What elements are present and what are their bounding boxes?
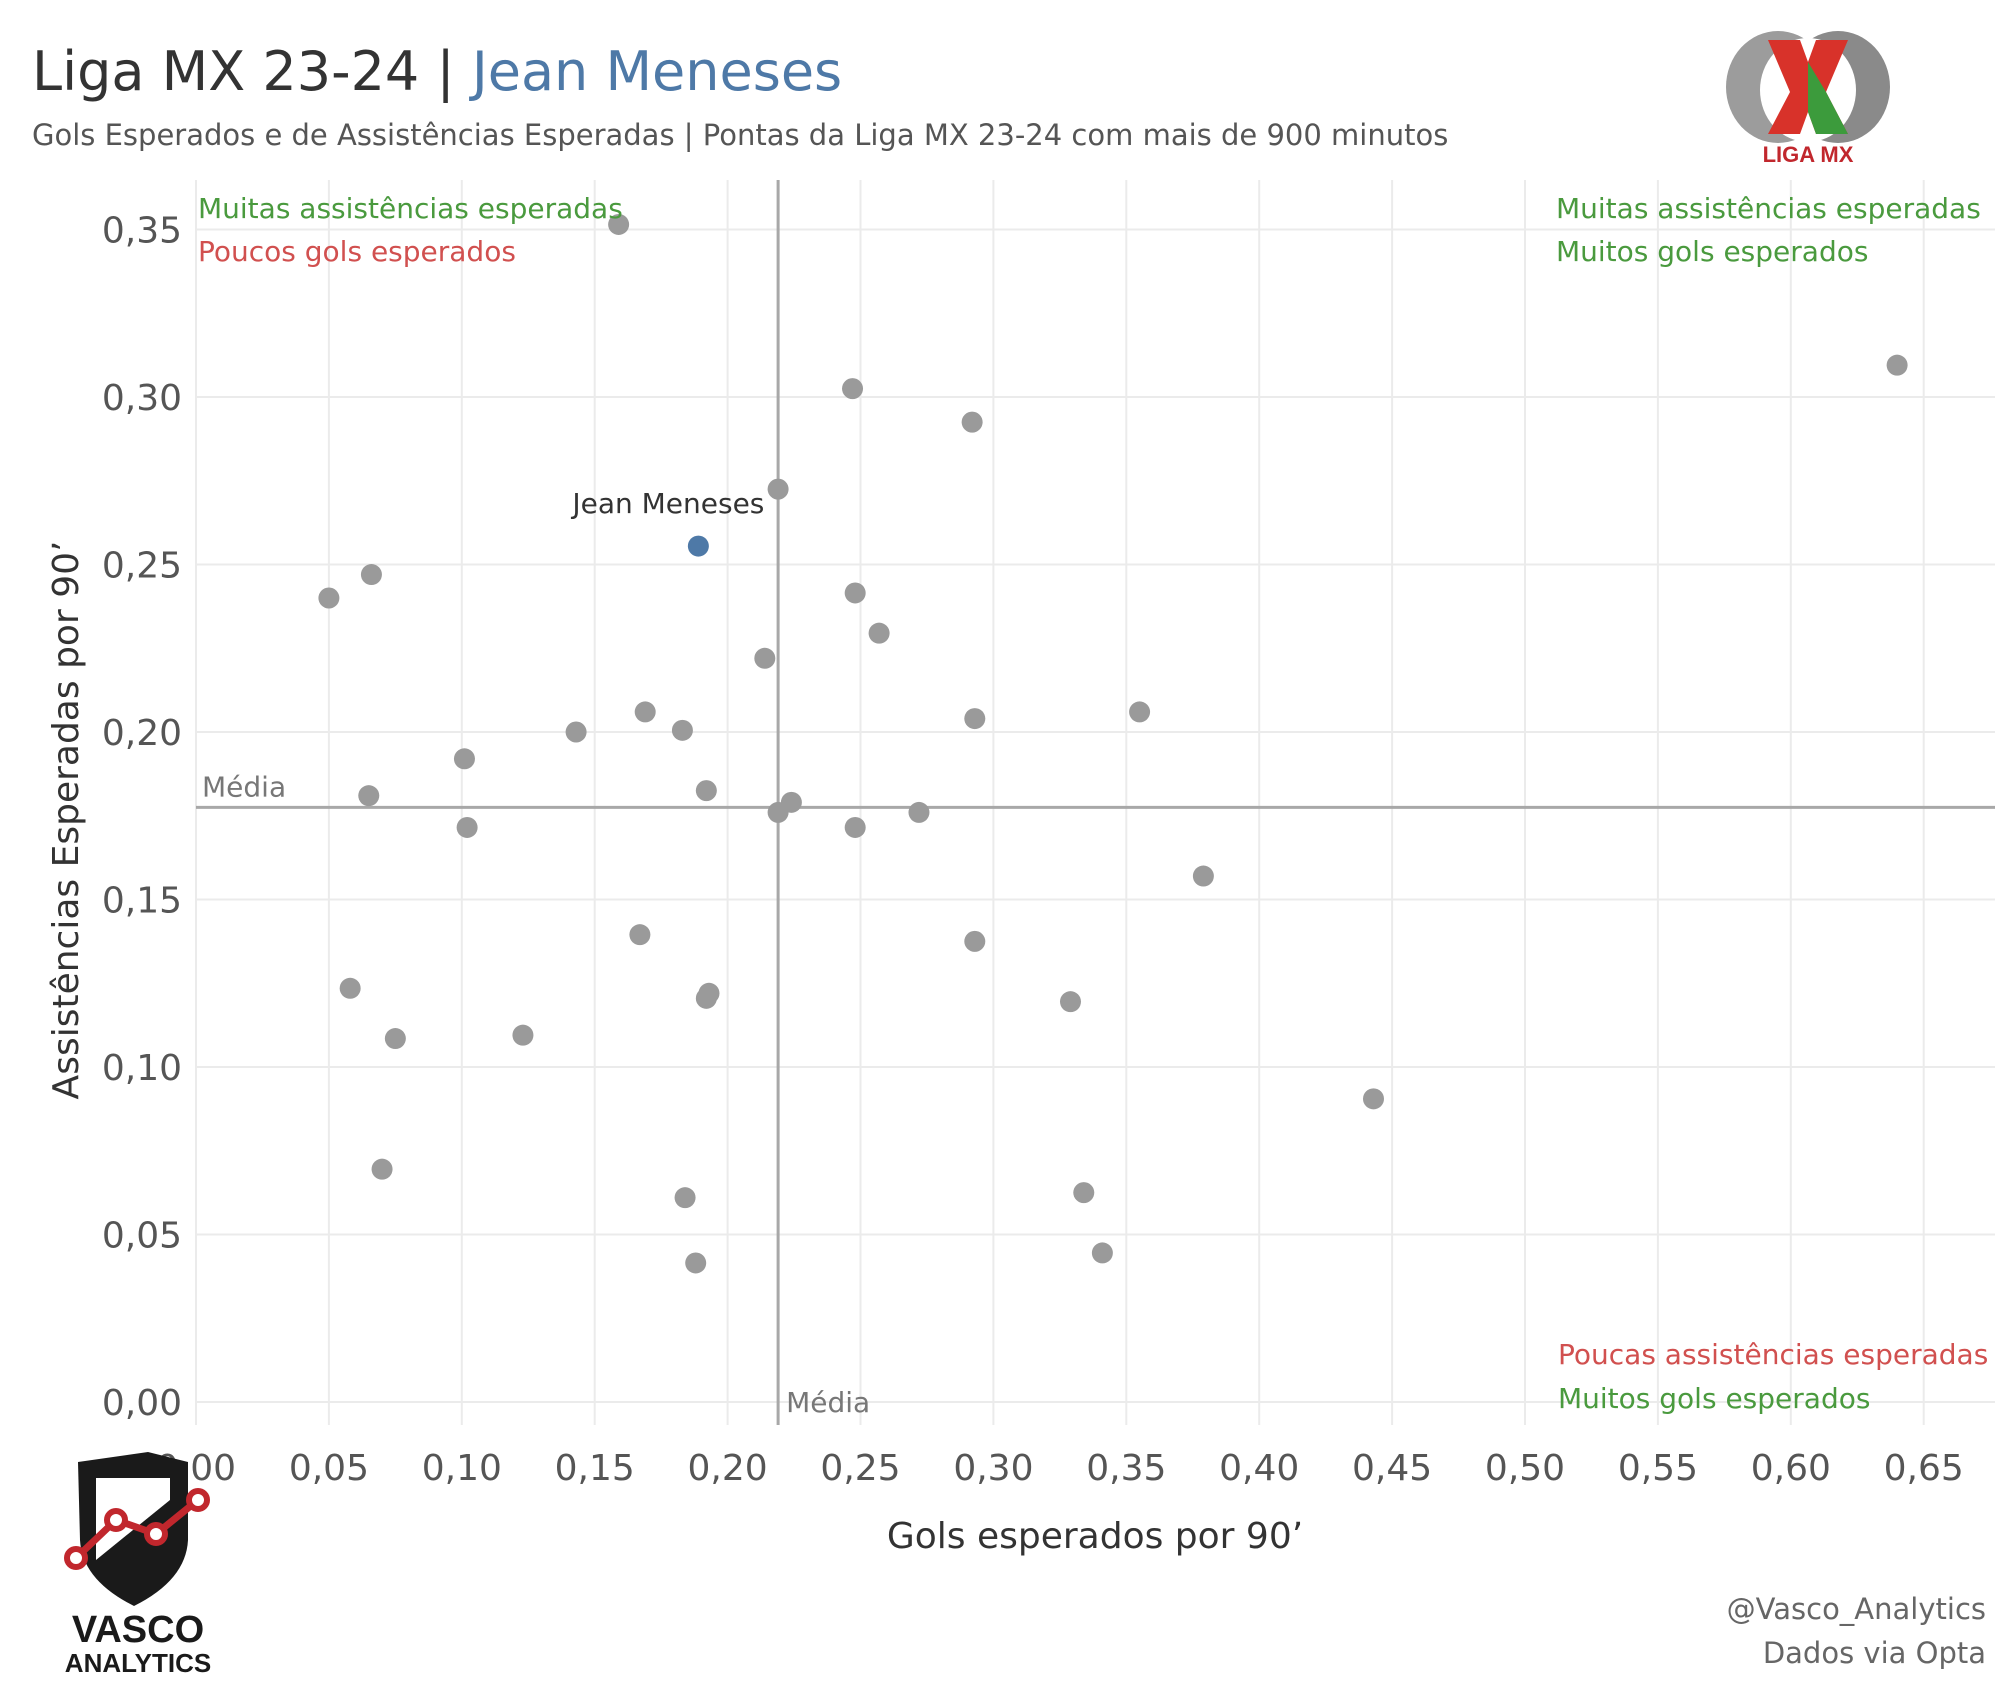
data-point xyxy=(695,780,717,802)
data-point xyxy=(1129,701,1151,723)
vasco-logo-text: VASCO xyxy=(72,1609,204,1651)
data-point xyxy=(512,1024,534,1046)
data-point xyxy=(964,708,986,730)
data-point xyxy=(1091,1242,1113,1264)
analytics-logo-text: ANALYTICS xyxy=(65,1648,211,1678)
quadrant-top-left-line1: Muitas assistências esperadas xyxy=(198,192,623,225)
x-tick-label: 0,35 xyxy=(1086,1448,1166,1489)
y-axis-label: Assistências Esperadas por 90’ xyxy=(46,541,87,1100)
x-tick-label: 0,10 xyxy=(422,1448,502,1489)
data-point xyxy=(339,977,361,999)
x-tick-label: 0,05 xyxy=(289,1448,369,1489)
y-tick-label: 0,30 xyxy=(102,378,182,419)
chart-subtitle: Gols Esperados e de Assistências Esperad… xyxy=(32,118,1449,152)
data-point xyxy=(671,719,693,741)
data-point xyxy=(868,622,890,644)
data-point xyxy=(908,801,930,823)
grid-lines xyxy=(195,180,1995,1425)
x-tick-label: 0,30 xyxy=(953,1448,1033,1489)
quadrant-top-left-line2: Poucos gols esperados xyxy=(198,235,516,268)
data-point xyxy=(842,378,864,400)
x-axis-label: Gols esperados por 90’ xyxy=(887,1516,1303,1557)
data-point xyxy=(318,587,340,609)
x-tick-label: 0,20 xyxy=(688,1448,768,1489)
x-tick-label: 0,65 xyxy=(1884,1448,1964,1489)
average-lines: Média Média xyxy=(196,180,1995,1425)
data-point xyxy=(360,564,382,586)
liga-mx-logo-text: LIGA MX xyxy=(1763,142,1854,167)
data-point xyxy=(1362,1088,1384,1110)
data-point xyxy=(674,1187,696,1209)
data-point xyxy=(698,982,720,1004)
y-tick-label: 0,05 xyxy=(102,1216,182,1257)
x-tick-label: 0,50 xyxy=(1485,1448,1565,1489)
data-point xyxy=(565,721,587,743)
data-point xyxy=(1073,1182,1095,1204)
data-point xyxy=(371,1158,393,1180)
average-y-label: Média xyxy=(202,770,286,803)
data-point xyxy=(1059,991,1081,1013)
y-tick-label: 0,00 xyxy=(102,1383,182,1424)
data-point xyxy=(634,701,656,723)
x-tick-label: 0,15 xyxy=(555,1448,635,1489)
data-point xyxy=(844,816,866,838)
x-tick-label: 0,25 xyxy=(820,1448,900,1489)
quadrant-bottom-right-line2: Muitos gols esperados xyxy=(1558,1382,1870,1415)
data-point xyxy=(453,748,475,770)
chart-title: Liga MX 23-24 | Jean Meneses xyxy=(32,40,842,103)
data-point xyxy=(358,785,380,807)
axis-ticks: 0,00 0,05 0,10 0,15 0,20 0,25 0,30 0,35 0,40 0,45… xyxy=(102,211,1964,1490)
x-tick-label: 0,45 xyxy=(1352,1448,1432,1489)
highlight-point-label: Jean Meneses xyxy=(570,487,764,520)
vasco-analytics-logo: VASCO ANALYTICS xyxy=(64,1452,211,1678)
data-point xyxy=(629,924,651,946)
y-tick-label: 0,15 xyxy=(102,881,182,922)
title-main: Liga MX 23-24 | xyxy=(32,40,472,103)
data-point xyxy=(961,411,983,433)
x-tick-label: 0,40 xyxy=(1219,1448,1299,1489)
y-tick-label: 0,10 xyxy=(102,1048,182,1089)
data-point xyxy=(844,582,866,604)
data-point xyxy=(384,1028,406,1050)
credit-handle: @Vasco_Analytics xyxy=(1726,1592,1986,1626)
quadrant-top-right-line1: Muitas assistências esperadas xyxy=(1556,192,1981,225)
y-tick-label: 0,35 xyxy=(102,211,182,252)
data-point xyxy=(964,930,986,952)
data-point xyxy=(456,816,478,838)
credit-source: Dados via Opta xyxy=(1762,1636,1986,1670)
y-tick-label: 0,20 xyxy=(102,713,182,754)
y-tick-label: 0,25 xyxy=(102,546,182,587)
x-tick-label: 0,60 xyxy=(1751,1448,1831,1489)
data-point xyxy=(608,213,630,235)
data-point xyxy=(754,647,776,669)
data-points: Jean Meneses xyxy=(318,213,1908,1274)
average-x-label: Média xyxy=(786,1386,870,1419)
data-point xyxy=(685,1252,707,1274)
highlight-point xyxy=(687,535,709,557)
title-player: Jean Meneses xyxy=(471,40,843,103)
data-point xyxy=(767,801,789,823)
quadrant-top-right-line2: Muitos gols esperados xyxy=(1556,235,1868,268)
data-point xyxy=(1192,865,1214,887)
quadrant-bottom-right-line1: Poucas assistências esperadas xyxy=(1558,1338,1988,1371)
x-tick-label: 0,55 xyxy=(1618,1448,1698,1489)
data-point xyxy=(767,478,789,500)
data-point xyxy=(1886,354,1908,376)
liga-mx-logo: LIGA MX xyxy=(1726,31,1890,167)
